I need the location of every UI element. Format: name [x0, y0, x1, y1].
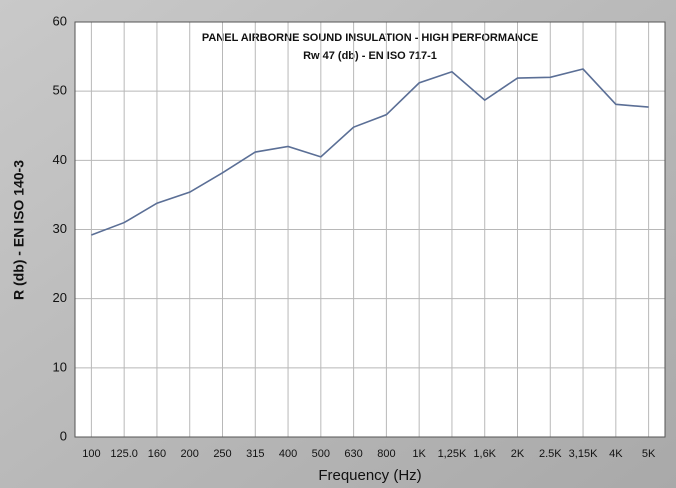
x-tick-label: 1,6K [473, 448, 496, 460]
x-tick-label: 1K [412, 448, 426, 460]
y-axis-label: R (db) - EN ISO 140-3 [11, 160, 27, 300]
x-tick-label: 5K [642, 448, 656, 460]
x-tick-label: 1,25K [438, 448, 467, 460]
x-tick-label: 125.0 [110, 448, 138, 460]
y-tick-label: 20 [53, 290, 67, 305]
y-tick-label: 40 [53, 152, 67, 167]
x-tick-label: 3,15K [569, 448, 598, 460]
x-tick-label: 800 [377, 448, 395, 460]
x-tick-label: 100 [82, 448, 100, 460]
chart-title: PANEL AIRBORNE SOUND INSULATION - HIGH P… [202, 32, 538, 44]
x-tick-label: 500 [312, 448, 330, 460]
y-tick-label: 60 [53, 13, 67, 28]
y-tick-label: 0 [60, 428, 67, 443]
x-tick-label: 160 [148, 448, 166, 460]
y-tick-label: 50 [53, 83, 67, 98]
y-tick-label: 30 [53, 221, 67, 236]
x-tick-label: 400 [279, 448, 297, 460]
x-tick-label: 315 [246, 448, 264, 460]
x-tick-label: 200 [181, 448, 199, 460]
y-tick-label: 10 [53, 359, 67, 374]
x-tick-label: 2K [511, 448, 525, 460]
x-axis-label: Frequency (Hz) [318, 467, 421, 484]
data-line [91, 68, 649, 236]
x-tick-label: 2.5K [539, 448, 562, 460]
x-tick-label: 4K [609, 448, 623, 460]
chart-subtitle: Rw 47 (db) - EN ISO 717-1 [303, 50, 437, 62]
x-tick-label: 630 [344, 448, 362, 460]
x-tick-label: 250 [213, 448, 231, 460]
plot-border [74, 21, 666, 438]
